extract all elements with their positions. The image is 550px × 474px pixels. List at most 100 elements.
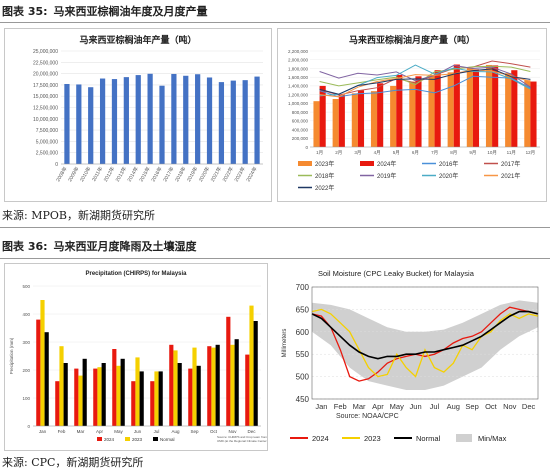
bar [196,365,201,426]
y-tick-label: 10,000,000 [33,117,58,123]
legend-label: 2023年 [315,160,334,168]
legend-swatch [153,437,158,441]
x-tick-label: Feb [334,402,347,411]
footnote: Source: CHIRPS and Crop team from [217,435,267,439]
x-tick-label: 4月 [374,150,381,156]
legend-label: 2022年 [315,184,334,192]
bar [74,368,79,426]
y-tick-label: 20,000,000 [33,72,58,78]
figure-36-title: 图表 36: 马来西亚月度降雨及土壤湿度 [2,237,203,257]
x-tick-label: Jul [154,429,160,434]
legend-label: 2024年 [377,160,396,168]
bar [357,90,365,147]
bar [215,344,220,426]
bar [169,344,174,426]
precipitation-chart: Precipitation (CHIRPS) for Malaysia 0 100 2… [9,271,277,443]
bar [101,363,106,426]
bar [338,94,345,147]
figure-36-top-rule [0,258,550,259]
precipitation-panel: Precipitation (CHIRPS) for Malaysia 0 100 2… [4,263,277,451]
bar [59,346,64,426]
bar [135,75,141,164]
legend-swatch [125,437,130,441]
annual-production-panel: 马来西亚棕榈油年产量（吨） 0 2,500,000 5,000,000 7,500,00… [4,28,272,202]
bar [76,84,82,164]
bar [377,83,384,147]
bar [55,381,60,426]
bar [234,339,239,426]
figure-35-label: 图表 35: [2,5,48,18]
x-tick-label: Nov [228,429,237,434]
x-tick-label: Jun [410,402,422,411]
bar [230,80,236,164]
y-tick-label: 12,500,000 [33,106,58,112]
x-tick-label: 8月 [450,150,457,156]
bar [44,332,49,426]
x-tick-label: 2024年 [245,166,259,183]
bar [472,69,480,147]
x-tick-label: Mar [77,429,85,434]
x-tick-label: 3月 [354,150,361,156]
bar [492,65,499,147]
bar [97,367,102,426]
legend-swatch [360,161,374,166]
x-tick-label: Jul [430,402,440,411]
legend-label: 2020年 [439,172,458,180]
bar [466,68,473,147]
y-tick-label: 300 [22,340,30,345]
figure-36-caption: 马来西亚月度降雨及土壤湿度 [53,240,197,253]
soil-moisture-panel: Soil Moisture (CPC Leaky Bucket) for Mal… [276,263,546,449]
bar [249,305,254,426]
bar [93,368,98,426]
y-tick-label: 550 [296,350,310,359]
bar [188,368,193,426]
x-tick-label: May [114,429,123,434]
footnote: UMD (at the Regional Climate Center NOAA… [217,439,267,443]
bar [245,354,250,426]
x-tick-label: Aug [447,402,460,411]
y-tick-label: 7,500,000 [36,128,58,134]
bar [524,80,531,147]
bar [147,73,153,164]
bar [135,357,140,426]
bar [150,381,155,426]
figure-35-caption: 马来西亚棕榈油年度及月度产量 [53,5,208,18]
annual-production-chart: 马来西亚棕榈油年产量（吨） 0 2,500,000 5,000,000 7,500,00… [33,34,263,183]
bar [131,381,136,426]
bar [183,75,189,164]
bar [192,347,197,426]
bar [505,73,512,147]
y-tick-label: 800,000 [292,110,309,115]
series-line [319,69,531,98]
x-tick-label: Apr [96,429,104,434]
x-tick-label: Oct [210,429,218,434]
legend-label: 2018年 [315,172,334,180]
x-tick-label: Nov [503,402,517,411]
series-line [319,68,531,95]
bar [36,319,41,426]
legend-label: 2023 [132,437,143,442]
series-line [311,306,539,382]
legend-label: 2021年 [501,172,520,180]
chart-title: Soil Moisture (CPC Leaky Bucket) for Mal… [318,269,475,278]
bar [428,75,435,147]
y-tick-label: 2,000,000 [288,58,309,63]
x-tick-label: 1月 [316,150,323,156]
y-tick-label: 15,000,000 [33,94,58,100]
x-tick-label: 6月 [412,150,419,156]
bar [396,75,403,147]
y-tick-label: 400,000 [292,127,309,132]
y-tick-label: 25,000,000 [33,49,58,55]
bar [370,91,378,147]
bar [511,70,518,147]
figure-35-title: 图表 35: 马来西亚棕榈油年度及月度产量 [2,2,214,22]
bar [390,85,397,147]
x-tick-label: 10月 [487,150,497,156]
soil-moisture-chart: Soil Moisture (CPC Leaky Bucket) for Mal… [282,269,539,443]
figure-36-label: 图表 36: [2,240,48,253]
y-tick-label: 650 [296,305,310,314]
y-tick-label: 22,500,000 [33,60,58,66]
series-line [319,64,531,88]
x-tick-label: Dec [247,429,256,434]
legend-label: 2017年 [501,160,520,168]
